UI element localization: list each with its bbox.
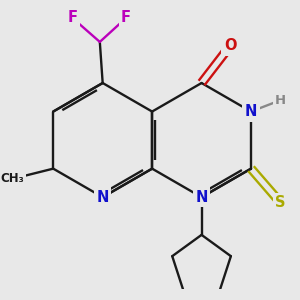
Text: N: N bbox=[245, 104, 257, 119]
Text: F: F bbox=[68, 11, 77, 26]
Text: S: S bbox=[275, 195, 286, 210]
Text: N: N bbox=[97, 190, 109, 205]
Text: H: H bbox=[275, 94, 286, 106]
Text: O: O bbox=[224, 38, 236, 53]
Text: N: N bbox=[195, 190, 208, 205]
Text: CH₃: CH₃ bbox=[0, 172, 24, 185]
Text: F: F bbox=[121, 11, 131, 26]
